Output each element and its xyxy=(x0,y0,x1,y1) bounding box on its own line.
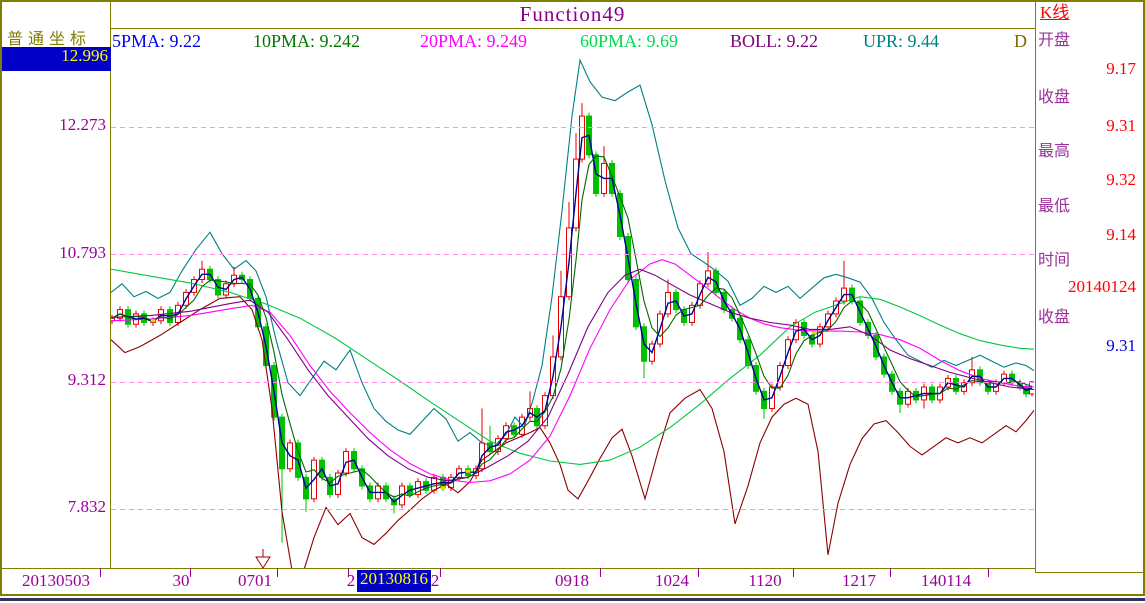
chart-plot-area[interactable] xyxy=(111,29,1034,568)
sidebar-label-2: 最高 xyxy=(1038,143,1071,160)
sidebar-label-4: 时间 xyxy=(1038,252,1071,269)
x-axis-cursor-highlight: 20130816 xyxy=(357,569,431,592)
sidebar-label-3: 最低 xyxy=(1038,198,1071,215)
indicator-readout-6: D xyxy=(1014,31,1027,51)
x-axis-label-7: 1120 xyxy=(748,571,782,590)
sidebar-value-2: 9.32 xyxy=(1106,170,1136,189)
indicator-readout-5: UPR: 9.44 xyxy=(863,31,940,51)
x-axis-label-8: 1217 xyxy=(842,571,876,590)
chart-title: Function49 xyxy=(519,2,626,26)
sidebar-value-5: 9.31 xyxy=(1106,336,1136,355)
x-axis-label-2: 0701 xyxy=(238,571,272,590)
sidebar-value-3: 9.14 xyxy=(1106,225,1136,244)
x-axis-label-3: 2 xyxy=(346,571,356,590)
sidebar-value-4: 20140124 xyxy=(1068,277,1136,296)
sidebar-label-5: 收盘 xyxy=(1038,309,1071,326)
x-axis-label-6: 1024 xyxy=(655,571,689,590)
x-axis-label-5: 0918 xyxy=(555,571,589,590)
sidebar-value-0: 9.17 xyxy=(1106,59,1136,78)
x-axis-label-1: 30 xyxy=(172,571,190,590)
indicator-readout-1: 10PMA: 9.242 xyxy=(253,31,361,51)
y-axis-cursor-highlight: 12.996 xyxy=(2,46,111,71)
sidebar-value-1: 9.31 xyxy=(1106,116,1136,135)
y-axis-label-2: 9.312 xyxy=(67,370,106,389)
y-axis-label-3: 7.832 xyxy=(67,497,106,516)
y-axis-label-1: 10.793 xyxy=(59,243,106,262)
x-axis-label-4: 2 xyxy=(430,571,440,590)
y-axis-label-0: 12.273 xyxy=(59,115,106,134)
sidebar-label-0: 开盘 xyxy=(1038,32,1071,49)
x-axis-label-0: 20130503 xyxy=(22,571,90,590)
coordinate-mode-label: 普通坐标 xyxy=(7,31,92,48)
sidebar-title-kline: K线 xyxy=(1040,3,1070,22)
x-axis-label-9: 140114 xyxy=(920,571,972,590)
indicator-readout-2: 20PMA: 9.249 xyxy=(420,31,528,51)
indicator-readout-0: 5PMA: 9.22 xyxy=(112,31,202,51)
sidebar-label-1: 收盘 xyxy=(1038,89,1071,106)
indicator-readout-3: 60PMA: 9.69 xyxy=(580,31,679,51)
indicator-readout-4: BOLL: 9.22 xyxy=(730,31,818,51)
